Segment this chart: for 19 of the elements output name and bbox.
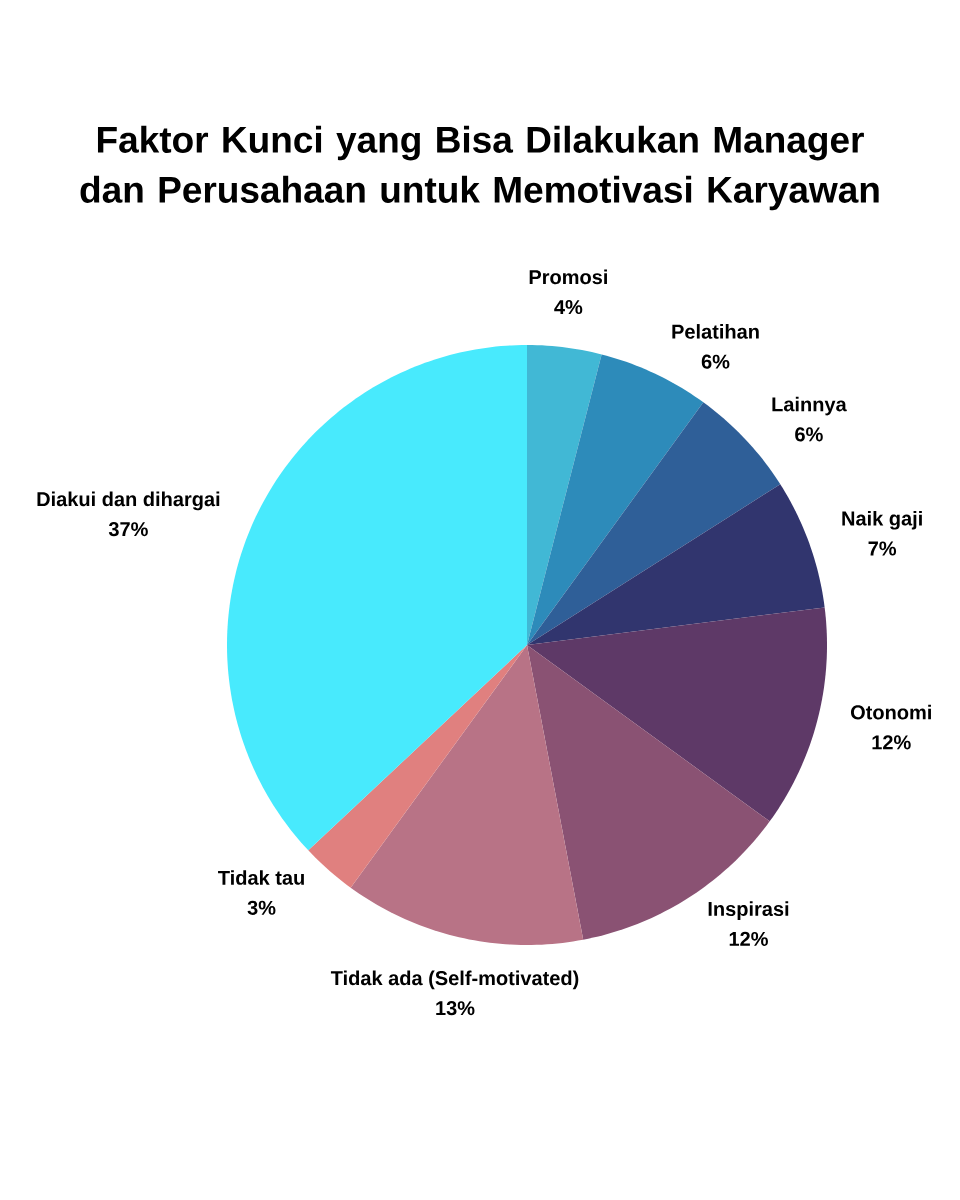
slice-label: Otonomi bbox=[850, 704, 931, 720]
slice-label: Naik gaji bbox=[842, 510, 922, 530]
slice-label: Tidak tau bbox=[218, 870, 304, 885]
data-label: 3% bbox=[247, 900, 276, 915]
data-label: 12% bbox=[872, 735, 911, 750]
slice-label: Tidak ada (Self-motivated) bbox=[330, 970, 579, 990]
data-label: 37% bbox=[108, 522, 148, 537]
data-label: 6% bbox=[795, 427, 823, 442]
slice-label: Promosi bbox=[529, 269, 607, 285]
data-label: 7% bbox=[868, 541, 897, 556]
data-label: 12% bbox=[729, 931, 768, 946]
chart-title: Faktor Kunci yang Bisa Dilakukan Manager dan Perusahaan untuk Memotivasi Karyawan bbox=[80, 125, 879, 211]
slice-label: Diakui dan dihargai bbox=[37, 491, 220, 511]
data-label: 6% bbox=[701, 354, 730, 369]
data-label: 4% bbox=[554, 300, 583, 315]
slice-label: Pelatihan bbox=[672, 324, 759, 339]
data-label: 13% bbox=[436, 1001, 475, 1016]
slice-label: Lainnya bbox=[772, 396, 847, 416]
slice-label: Inspirasi bbox=[708, 901, 789, 920]
